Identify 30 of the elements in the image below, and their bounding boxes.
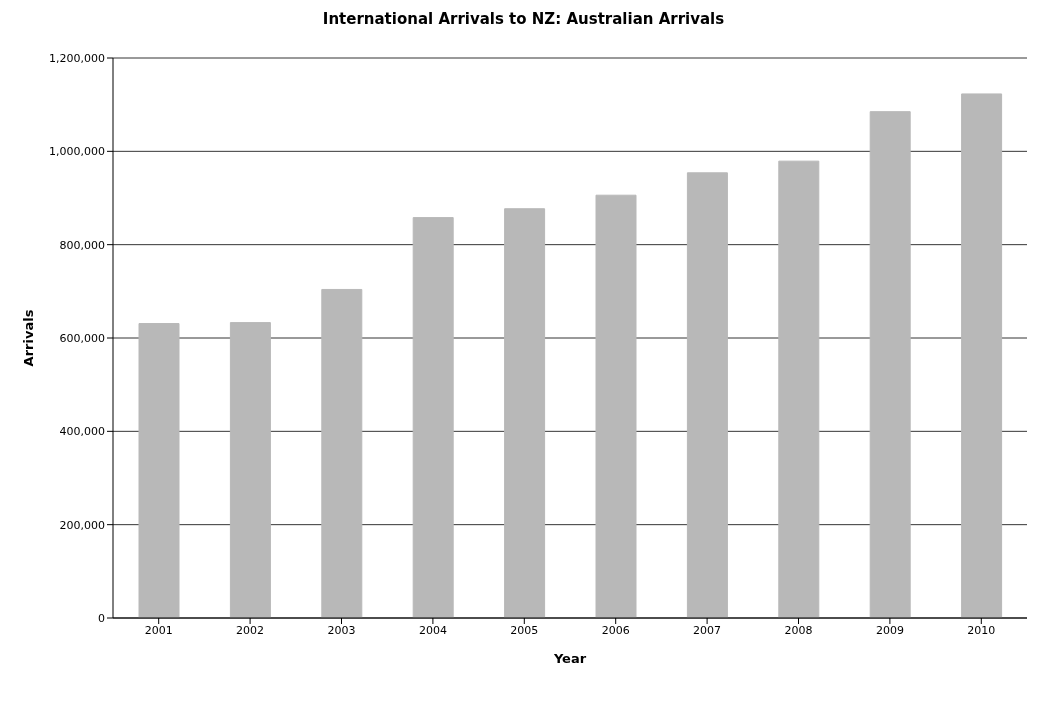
- y-tick-label: 1,200,000: [49, 51, 105, 65]
- bar: [686, 172, 728, 618]
- bar: [595, 194, 637, 618]
- bar: [869, 111, 911, 618]
- y-tick-label: 800,000: [59, 238, 105, 252]
- chart-title: International Arrivals to NZ: Australian Arrivals: [321, 10, 726, 28]
- x-tick-label: 2007: [693, 623, 722, 637]
- y-tick-label: 1,000,000: [49, 145, 105, 159]
- x-tick-label: 2005: [510, 623, 539, 637]
- y-tick-label: 400,000: [59, 425, 105, 439]
- x-tick-label: 2006: [601, 623, 630, 637]
- bar: [321, 288, 363, 618]
- bar: [778, 160, 820, 618]
- x-tick-label: 2001: [144, 623, 173, 637]
- x-tick-label: 2003: [327, 623, 356, 637]
- bar: [138, 323, 180, 618]
- y-tick-label: 0: [98, 611, 105, 625]
- x-tick-label: 2004: [418, 623, 447, 637]
- bar: [504, 208, 546, 618]
- x-axis-title: Year: [552, 651, 587, 666]
- y-tick-label: 200,000: [59, 518, 105, 532]
- y-axis-title: Arrivals: [20, 309, 36, 367]
- bar: [229, 322, 271, 618]
- bar: [961, 93, 1003, 618]
- x-tick-label: 2008: [784, 623, 813, 637]
- x-tick-label: 2009: [875, 623, 904, 637]
- x-tick-label: 2002: [236, 623, 265, 637]
- bar: [412, 217, 454, 618]
- x-tick-label: 2010: [967, 623, 996, 637]
- y-tick-label: 600,000: [59, 331, 105, 345]
